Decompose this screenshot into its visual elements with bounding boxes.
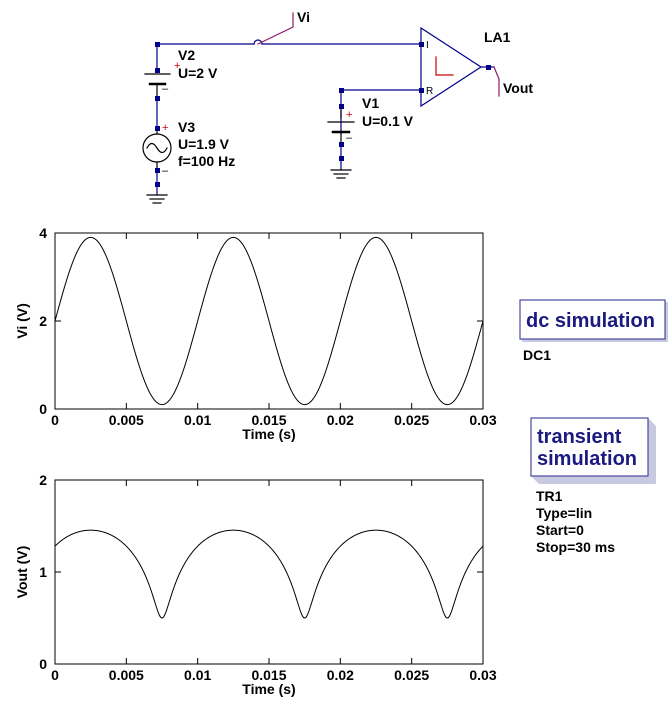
- transient-param: Start=0: [536, 522, 584, 538]
- v1-param: U=0.1 V: [362, 113, 414, 129]
- la1-name: LA1: [484, 29, 511, 45]
- series-line: [54, 236, 484, 406]
- v1-plus-sign: +: [346, 109, 352, 121]
- transient-param: Type=lin: [536, 505, 592, 521]
- x-tick-label: 0.005: [109, 412, 144, 428]
- x-tick-label: 0.02: [327, 412, 354, 428]
- source-v2: + – V2 U=2 V: [144, 43, 218, 97]
- x-tick-label: 0: [51, 667, 59, 683]
- v2-name: V2: [178, 47, 195, 63]
- v3-name: V3: [178, 119, 195, 135]
- series-line: [54, 529, 484, 619]
- probe-vout-label: Vout: [503, 80, 533, 96]
- v3-minus-sign: –: [162, 165, 169, 177]
- x-tick-label: 0: [51, 412, 59, 428]
- pin-r-label: R: [426, 86, 433, 97]
- log-symbol-icon: [435, 56, 454, 76]
- transient-simulation-name: TR1: [536, 488, 563, 504]
- v3-plus-sign: +: [162, 122, 168, 134]
- transient-simulation-block[interactable]: transient simulation TR1 Type=lin Start=…: [530, 417, 656, 555]
- y-tick-label: 4: [39, 225, 47, 241]
- x-axis-label: Time (s): [242, 426, 295, 442]
- v2-plus-sign: +: [174, 60, 180, 72]
- y-tick-label: 2: [39, 472, 47, 488]
- x-tick-label: 0.01: [184, 667, 211, 683]
- transient-simulation-title-1: transient: [537, 426, 622, 448]
- wire-nodes: [155, 42, 491, 187]
- x-tick-label: 0.025: [394, 667, 429, 683]
- y-tick-label: 2: [39, 313, 47, 329]
- v3-param2: f=100 Hz: [178, 153, 235, 169]
- log-amplifier-la1: I R LA1: [420, 26, 511, 108]
- probe-vi: Vi: [257, 9, 310, 45]
- x-tick-label: 0.005: [109, 667, 144, 683]
- dc-simulation-name: DC1: [523, 347, 551, 363]
- transient-param: Stop=30 ms: [536, 539, 615, 555]
- x-tick-label: 0.03: [469, 412, 496, 428]
- x-tick-label: 0.01: [184, 412, 211, 428]
- x-tick-label: 0.02: [327, 667, 354, 683]
- x-tick-label: 0.03: [469, 667, 496, 683]
- v2-minus-sign: –: [162, 83, 169, 95]
- y-axis-label: Vout (V): [14, 546, 30, 599]
- v3-param: U=1.9 V: [178, 136, 230, 152]
- x-tick-label: 0.015: [251, 667, 286, 683]
- wire-input-i: [156, 39, 422, 45]
- probe-vout: Vout: [493, 66, 533, 97]
- chart-vi: 0 0.005 0.01 0.015 0.02 0.025 0.03 0 2 4 Time (s) V…: [14, 225, 497, 442]
- plot-frame: [54, 479, 484, 665]
- dc-simulation-block[interactable]: dc simulation DC1: [519, 299, 668, 363]
- x-tick-label: 0.025: [394, 412, 429, 428]
- source-v1: + – V1 U=0.1 V: [327, 95, 414, 145]
- y-tick-label: 0: [39, 401, 47, 417]
- probe-vi-label: Vi: [297, 9, 310, 25]
- y-tick-label: 1: [39, 564, 47, 580]
- schematic: Vi + – V2 U=2 V + – V3 U=1.9 V f=100 Hz: [142, 9, 533, 204]
- v1-minus-sign: –: [346, 132, 353, 144]
- dc-simulation-title: dc simulation: [526, 310, 655, 332]
- x-tick-label: 0.015: [251, 412, 286, 428]
- y-axis-label: Vi (V): [14, 303, 30, 339]
- x-axis-label: Time (s): [242, 681, 295, 697]
- v1-name: V1: [362, 95, 379, 111]
- chart-vout: 0 0.005 0.01 0.015 0.02 0.025 0.03 0 1 2 Time (s) V…: [14, 472, 497, 697]
- transient-simulation-title-2: simulation: [537, 448, 637, 470]
- y-tick-label: 0: [39, 656, 47, 672]
- pin-i-label: I: [426, 40, 429, 51]
- v2-param: U=2 V: [178, 65, 218, 81]
